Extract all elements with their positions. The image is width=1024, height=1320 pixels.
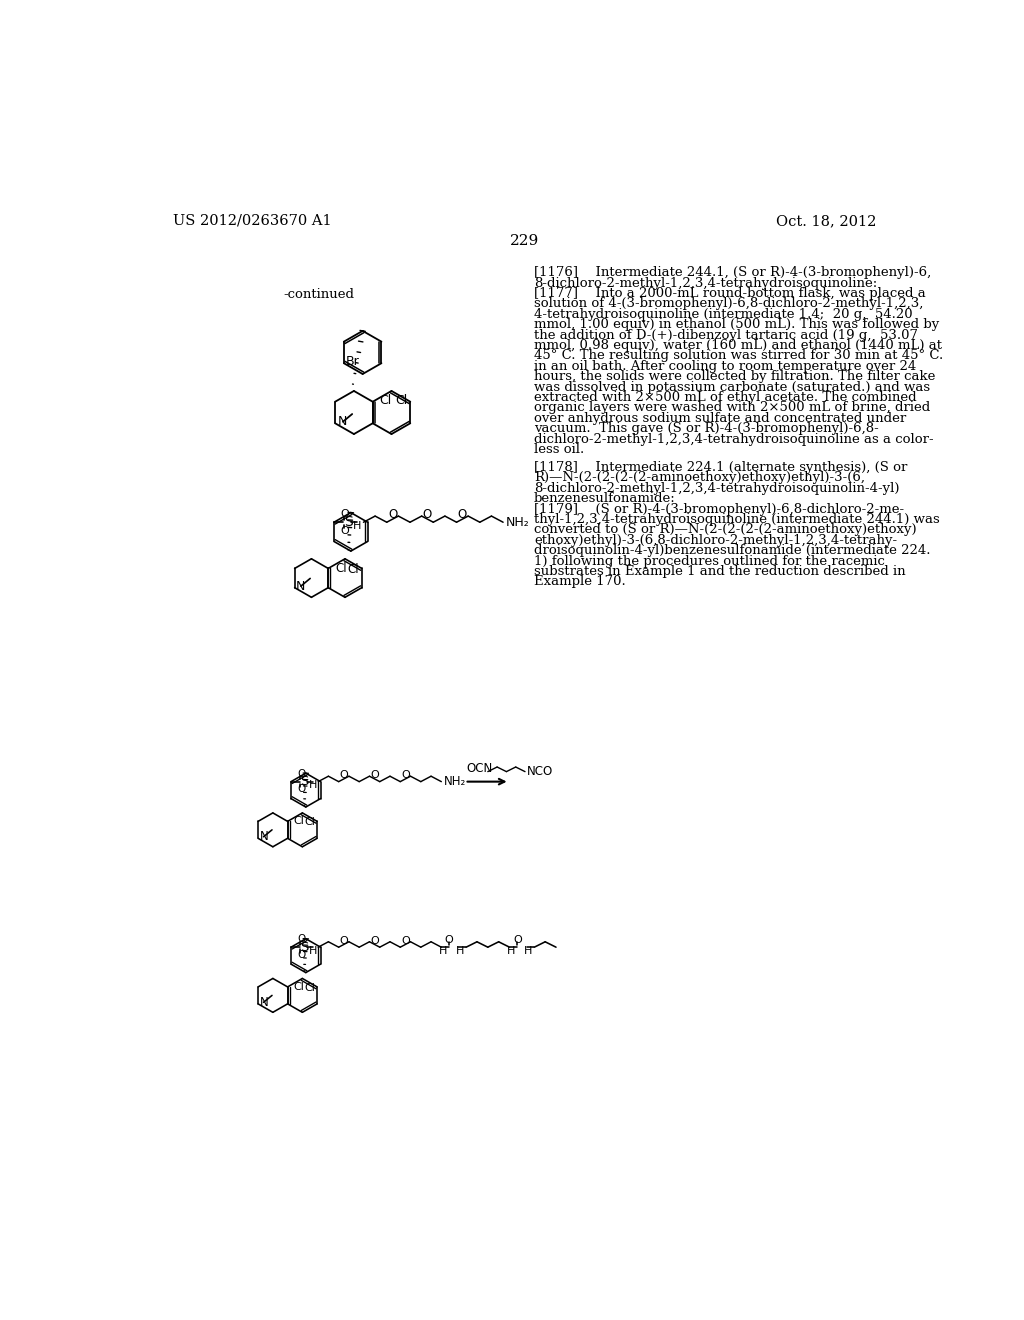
Text: O: O <box>339 936 348 945</box>
Text: 1) following the procedures outlined for the racemic: 1) following the procedures outlined for… <box>535 554 885 568</box>
Text: [1176]  Intermediate 244.1, (S or R)-4-(3-bromophenyl)-6,: [1176] Intermediate 244.1, (S or R)-4-(3… <box>535 267 932 280</box>
Text: O: O <box>401 936 410 945</box>
Text: [1179]  (S or R)-4-(3-bromophenyl)-6,8-dichloro-2-me-: [1179] (S or R)-4-(3-bromophenyl)-6,8-di… <box>535 503 904 516</box>
Text: mmol, 0.98 equiv), water (160 mL) and ethanol (1440 mL) at: mmol, 0.98 equiv), water (160 mL) and et… <box>535 339 942 352</box>
Text: R)—N-(2-(2-(2-(2-aminoethoxy)ethoxy)ethyl)-3-(6,: R)—N-(2-(2-(2-(2-aminoethoxy)ethoxy)ethy… <box>535 471 865 484</box>
Text: Cl: Cl <box>348 562 359 576</box>
Text: [1177]  Into a 2000-mL round-bottom flask, was placed a: [1177] Into a 2000-mL round-bottom flask… <box>535 286 926 300</box>
Text: N: N <box>338 416 347 428</box>
Text: converted to (S or R)—N-(2-(2-(2-(2-aminoethoxy)ethoxy): converted to (S or R)—N-(2-(2-(2-(2-amin… <box>535 524 916 536</box>
Text: H: H <box>353 521 361 531</box>
Text: [1178]  Intermediate 224.1 (alternate synthesis), (S or: [1178] Intermediate 224.1 (alternate syn… <box>535 461 907 474</box>
Text: O: O <box>341 508 349 519</box>
Text: over anhydrous sodium sulfate and concentrated under: over anhydrous sodium sulfate and concen… <box>535 412 906 425</box>
Text: vacuum.  This gave (S or R)-4-(3-bromophenyl)-6,8-: vacuum. This gave (S or R)-4-(3-bromophe… <box>535 422 879 436</box>
Text: benzenesulfonamide:: benzenesulfonamide: <box>535 492 676 506</box>
Text: 8-dichloro-2-methyl-1,2,3,4-tetrahydroisoquinoline:: 8-dichloro-2-methyl-1,2,3,4-tetrahydrois… <box>535 277 878 289</box>
Text: dichloro-2-methyl-1,2,3,4-tetrahydroisoquinoline as a color-: dichloro-2-methyl-1,2,3,4-tetrahydroisoq… <box>535 433 934 446</box>
Text: substrates in Example 1 and the reduction described in: substrates in Example 1 and the reductio… <box>535 565 905 578</box>
Text: N: N <box>296 579 305 593</box>
Text: hours, the solids were collected by filtration. The filter cake: hours, the solids were collected by filt… <box>535 370 936 383</box>
Text: O: O <box>297 950 305 960</box>
Text: Cl: Cl <box>335 562 347 576</box>
Text: O: O <box>444 936 454 945</box>
Text: NCO: NCO <box>526 766 553 777</box>
Text: H: H <box>456 946 464 956</box>
Text: US 2012/0263670 A1: US 2012/0263670 A1 <box>173 214 332 228</box>
Text: O: O <box>297 935 305 945</box>
Text: Cl: Cl <box>304 817 314 828</box>
Text: O: O <box>341 525 349 536</box>
Text: Example 170.: Example 170. <box>535 576 626 589</box>
Text: O: O <box>371 770 379 780</box>
Text: less oil.: less oil. <box>535 444 585 455</box>
Text: Cl: Cl <box>379 395 391 407</box>
Text: Cl: Cl <box>395 393 408 407</box>
Text: S: S <box>300 775 308 788</box>
Text: O: O <box>297 770 305 779</box>
Text: was dissolved in potassium carbonate (saturated.) and was: was dissolved in potassium carbonate (sa… <box>535 380 930 393</box>
Text: the addition of D-(+)-dibenzoyl tartaric acid (19 g,  53.07: the addition of D-(+)-dibenzoyl tartaric… <box>535 329 919 342</box>
Text: H: H <box>524 946 532 956</box>
Text: NH₂: NH₂ <box>443 775 466 788</box>
Text: O: O <box>297 784 305 795</box>
Text: mmol, 1.00 equiv) in ethanol (500 mL). This was followed by: mmol, 1.00 equiv) in ethanol (500 mL). T… <box>535 318 939 331</box>
Text: S: S <box>300 941 308 953</box>
Text: O: O <box>513 936 521 945</box>
Text: in an oil bath. After cooling to room temperature over 24: in an oil bath. After cooling to room te… <box>535 360 916 372</box>
Text: OCN: OCN <box>466 763 493 775</box>
Text: O: O <box>423 508 432 521</box>
Text: Br: Br <box>346 355 359 368</box>
Text: Cl: Cl <box>304 982 314 993</box>
Text: solution of 4-(3-bromophenyl)-6,8-dichloro-2-methyl-1,2,3,: solution of 4-(3-bromophenyl)-6,8-dichlo… <box>535 297 924 310</box>
Text: O: O <box>339 770 348 780</box>
Text: thyl-1,2,3,4-tetrahydroisoquinoline (intermediate 244.1) was: thyl-1,2,3,4-tetrahydroisoquinoline (int… <box>535 513 940 525</box>
Text: N: N <box>260 995 268 1008</box>
Text: S: S <box>344 515 353 529</box>
Text: NH₂: NH₂ <box>506 516 529 529</box>
Text: H: H <box>308 780 316 791</box>
Text: droisoquinolin-4-yl)benzenesulfonamide (intermediate 224.: droisoquinolin-4-yl)benzenesulfonamide (… <box>535 544 931 557</box>
Text: O: O <box>458 508 467 521</box>
Text: 229: 229 <box>510 234 540 248</box>
Text: H: H <box>308 946 316 956</box>
Text: 8-dichloro-2-methyl-1,2,3,4-tetrahydroisoquinolin-4-yl): 8-dichloro-2-methyl-1,2,3,4-tetrahydrois… <box>535 482 900 495</box>
Text: -continued: -continued <box>283 288 354 301</box>
Text: 45° C. The resulting solution was stirred for 30 min at 45° C.: 45° C. The resulting solution was stirre… <box>535 350 943 363</box>
Text: ethoxy)ethyl)-3-(6,8-dichloro-2-methyl-1,2,3,4-tetrahy-: ethoxy)ethyl)-3-(6,8-dichloro-2-methyl-1… <box>535 533 897 546</box>
Text: Oct. 18, 2012: Oct. 18, 2012 <box>776 214 877 228</box>
Text: 4-tetrahydroisoquinoline (intermediate 1.4;  20 g,  54.20: 4-tetrahydroisoquinoline (intermediate 1… <box>535 308 912 321</box>
Text: O: O <box>401 770 410 780</box>
Text: Cl: Cl <box>294 982 305 991</box>
Text: organic layers were washed with 2×500 mL of brine, dried: organic layers were washed with 2×500 mL… <box>535 401 931 414</box>
Text: O: O <box>388 508 397 521</box>
Text: O: O <box>371 936 379 945</box>
Text: extracted with 2×500 mL of ethyl acetate. The combined: extracted with 2×500 mL of ethyl acetate… <box>535 391 916 404</box>
Text: H: H <box>507 946 515 956</box>
Text: H: H <box>438 946 447 956</box>
Text: Cl: Cl <box>294 816 305 826</box>
Text: N: N <box>260 830 268 843</box>
